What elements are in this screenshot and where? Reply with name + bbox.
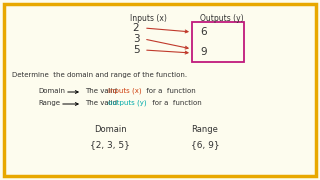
Bar (192, 22, 244, 62)
Text: 3: 3 (133, 34, 139, 44)
Text: The valid: The valid (85, 100, 119, 106)
Text: outputs (y): outputs (y) (108, 100, 147, 107)
Text: Inputs (x): Inputs (x) (130, 14, 166, 23)
Text: Domain: Domain (38, 88, 65, 94)
Text: inputs (x): inputs (x) (108, 88, 142, 94)
Text: 5: 5 (133, 45, 139, 55)
Text: {2, 3, 5}: {2, 3, 5} (90, 140, 130, 149)
Text: Determine  the domain and range of the function.: Determine the domain and range of the fu… (12, 72, 187, 78)
Text: for a  function: for a function (150, 100, 202, 106)
Text: for a  function: for a function (144, 88, 196, 94)
Text: Range: Range (38, 100, 60, 106)
Text: Range: Range (192, 125, 219, 134)
Text: The valid: The valid (85, 88, 119, 94)
Text: Outputs (y): Outputs (y) (200, 14, 244, 23)
Text: 6: 6 (200, 27, 207, 37)
Text: 2: 2 (133, 23, 139, 33)
Text: {6, 9}: {6, 9} (191, 140, 219, 149)
Text: 9: 9 (200, 47, 207, 57)
Text: Domain: Domain (94, 125, 126, 134)
